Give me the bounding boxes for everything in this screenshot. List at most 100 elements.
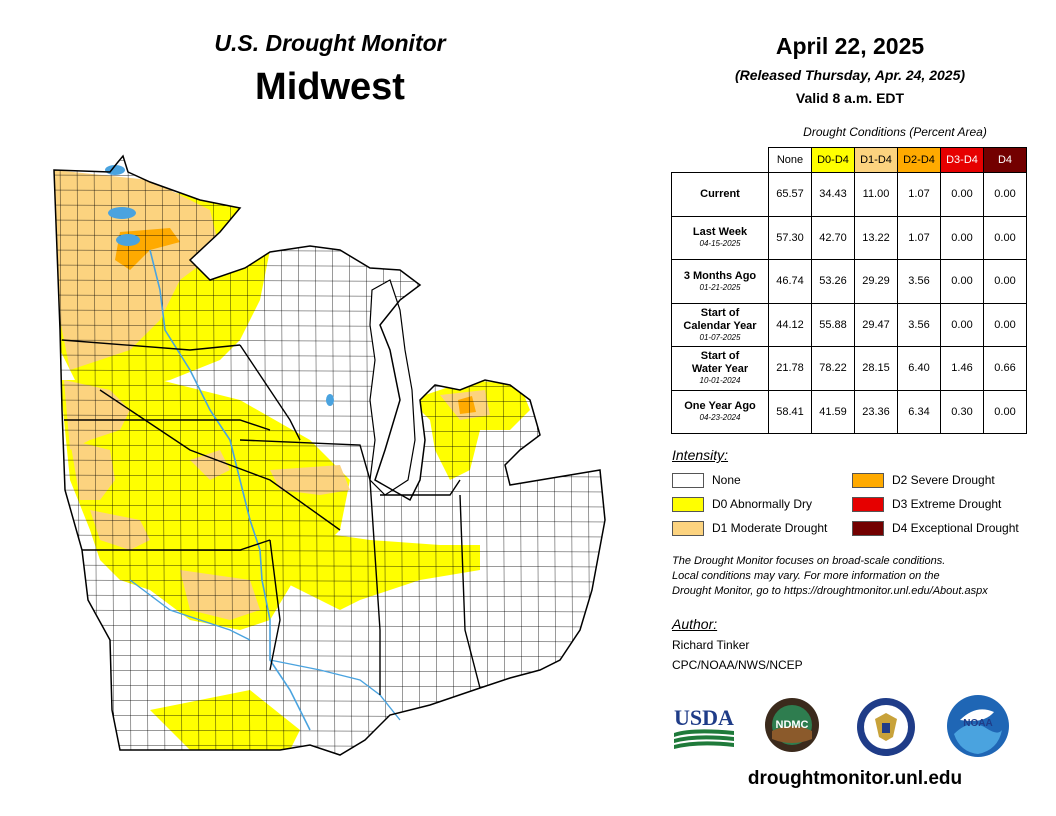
table-cell: 0.00 (983, 389, 1027, 434)
region-title: Midwest (255, 66, 405, 108)
region-outline (53, 154, 606, 756)
table-row: Last Week 04-15-2025 57.30 42.70 13.22 1.07 0.… (671, 215, 1027, 260)
table-cell: 3.56 (897, 302, 941, 347)
drought-conditions-table: None D0-D4 D1-D4 D2-D4 D3-D4 D4 Current 6… (671, 147, 1027, 434)
lake-shape (326, 394, 334, 406)
legend-swatch (852, 472, 884, 488)
table-row: Start of Water Year 10-01-2024 21.78 78.22 28… (671, 346, 1027, 391)
table-cell: 0.66 (983, 346, 1027, 391)
row-label-main: Last Week (692, 226, 748, 239)
table-cell: 21.78 (768, 346, 812, 391)
row-date: 01-21-2025 (699, 282, 741, 292)
table-cell: 1.07 (897, 215, 941, 260)
table-cell: 0.00 (940, 302, 984, 347)
table-cell: 29.29 (854, 259, 898, 304)
author-org: CPC/NOAA/NWS/NCEP (672, 658, 803, 672)
table-cell: 0.30 (940, 389, 984, 434)
table-caption: Drought Conditions (Percent Area) (803, 125, 987, 139)
row-label: Last Week 04-15-2025 (671, 215, 769, 260)
table-cell: 28.15 (854, 346, 898, 391)
row-date: 04-23-2024 (699, 413, 741, 423)
table-cell: 0.00 (940, 259, 984, 304)
table-cell: 41.59 (811, 389, 855, 434)
column-header: D1-D4 (854, 147, 898, 173)
column-header: D3-D4 (940, 147, 984, 173)
table-cell: 57.30 (768, 215, 812, 260)
table-cell: 55.88 (811, 302, 855, 347)
website-url[interactable]: droughtmonitor.unl.edu (747, 768, 963, 789)
row-label: Current (671, 172, 769, 217)
table-cell: 78.22 (811, 346, 855, 391)
legend-item-d0: D0 Abnormally Dry (672, 495, 812, 513)
row-date: 04-15-2025 (699, 239, 741, 249)
row-label-second: Calendar Year (683, 319, 757, 332)
table-row: Start of Calendar Year 01-07-2025 44.12 55.8… (671, 302, 1027, 347)
table-cell: 0.00 (940, 215, 984, 260)
row-label: One Year Ago 04-23-2024 (671, 389, 769, 434)
usda-logo-text: USDA (674, 705, 734, 730)
table-cell: 0.00 (940, 172, 984, 217)
table-cell: 29.47 (854, 302, 898, 347)
noaa-logo-text: NOAA (963, 718, 992, 729)
table-cell: 3.56 (897, 259, 941, 304)
ndmc-logo: NDMC (760, 697, 824, 753)
table-cell: 53.26 (811, 259, 855, 304)
table-cell: 23.36 (854, 389, 898, 434)
legend-swatch (672, 496, 704, 512)
legend-label: None (712, 473, 741, 487)
legend-swatch (672, 520, 704, 536)
table-cell: 0.00 (983, 259, 1027, 304)
row-label-main: Current (700, 187, 740, 200)
usda-logo: USDA (672, 703, 736, 749)
legend-item-d3: D3 Extreme Drought (852, 495, 1001, 513)
table-cell: 58.41 (768, 389, 812, 434)
disclaimer-note: The Drought Monitor focuses on broad-sca… (672, 554, 1052, 599)
legend-label: D3 Extreme Drought (892, 497, 1002, 511)
table-cell: 13.22 (854, 215, 898, 260)
row-date: 01-07-2025 (699, 332, 741, 342)
table-cell: 0.00 (983, 215, 1027, 260)
ndmc-logo-text: NDMC (776, 719, 809, 731)
table-row: One Year Ago 04-23-2024 58.41 41.59 23.36 6.3… (671, 389, 1027, 434)
noaa-logo: NOAA (946, 694, 1010, 758)
author-name: Richard Tinker (672, 638, 750, 652)
table-row: 3 Months Ago 01-21-2025 46.74 53.26 29.29 3.5… (671, 259, 1027, 304)
legend-swatch (852, 496, 884, 512)
note-line: Drought Monitor, go to https://droughtmo… (672, 585, 988, 597)
legend-swatch (852, 520, 884, 536)
author-label: Author: (672, 616, 718, 632)
column-header: D4 (983, 147, 1027, 173)
table-cell: 6.34 (897, 389, 941, 434)
table-cell: 1.07 (897, 172, 941, 217)
table-row: Current 65.57 34.43 11.00 1.07 0.00 0.00 (671, 172, 1027, 217)
mississippi-river (149, 249, 311, 731)
table-cell: 6.40 (897, 346, 941, 391)
legend-item-d1: D1 Moderate Drought (672, 519, 827, 537)
header-title: U.S. Drought Monitor (214, 30, 446, 56)
legend-label: D4 Exceptional Drought (892, 521, 1019, 535)
table-cell: 42.70 (811, 215, 855, 260)
note-line: The Drought Monitor focuses on broad-sca… (672, 555, 946, 567)
column-header: D2-D4 (897, 147, 941, 173)
legend-swatch (672, 472, 704, 488)
table-header-blank (672, 148, 769, 173)
row-label-main: Start of (700, 350, 740, 363)
drought-map (53, 154, 606, 756)
legend-title: Intensity: (672, 447, 729, 463)
legend-label: D2 Severe Drought (892, 473, 995, 487)
table-cell: 34.43 (811, 172, 855, 217)
legend-label: D1 Moderate Drought (712, 521, 828, 535)
row-label: Start of Calendar Year 01-07-2025 (671, 302, 769, 347)
lake-shape (116, 234, 140, 246)
legend-item-none: None (672, 471, 741, 489)
row-date: 10-01-2024 (699, 376, 741, 386)
row-label-main: Start of (700, 306, 740, 319)
ohio-river (269, 659, 401, 721)
column-header: None (768, 147, 812, 173)
table-cell: 0.00 (983, 302, 1027, 347)
release-date: (Released Thursday, Apr. 24, 2025) (734, 67, 966, 83)
row-label: Start of Water Year 10-01-2024 (671, 346, 769, 391)
table-cell: 1.46 (940, 346, 984, 391)
legend-label: D0 Abnormally Dry (712, 497, 813, 511)
valid-time: Valid 8 a.m. EDT (795, 90, 905, 106)
